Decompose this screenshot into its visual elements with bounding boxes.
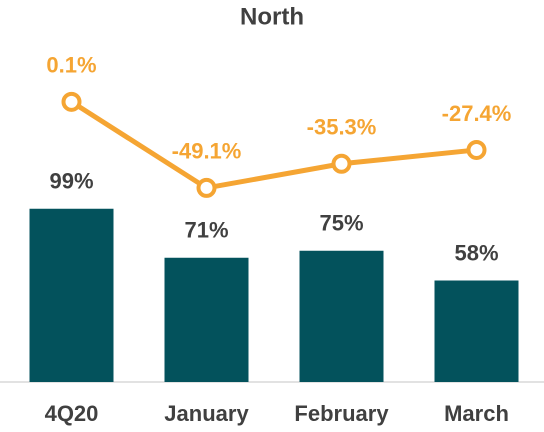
x-tick-label: 4Q20 (45, 401, 99, 426)
line (70, 99, 477, 191)
bar (164, 257, 249, 382)
x-tick-label: March (444, 401, 509, 426)
bar (434, 280, 519, 382)
chart-title: North (240, 3, 304, 30)
data-label: -35.3% (307, 115, 377, 140)
line-point (331, 153, 352, 174)
line-point (61, 91, 82, 112)
data-label: -49.1% (172, 139, 242, 164)
data-label: 58% (454, 240, 498, 265)
data-label: 0.1% (46, 53, 96, 78)
x-tick-label: January (164, 401, 249, 426)
data-label: -27.4% (442, 101, 512, 126)
data-label: 71% (184, 218, 228, 243)
data-label: 75% (319, 211, 363, 236)
x-tick-label: February (294, 401, 389, 426)
data-label: 99% (49, 169, 93, 194)
bar (29, 208, 114, 382)
line-point (466, 139, 487, 160)
bar (299, 250, 384, 382)
line-point (196, 177, 217, 198)
